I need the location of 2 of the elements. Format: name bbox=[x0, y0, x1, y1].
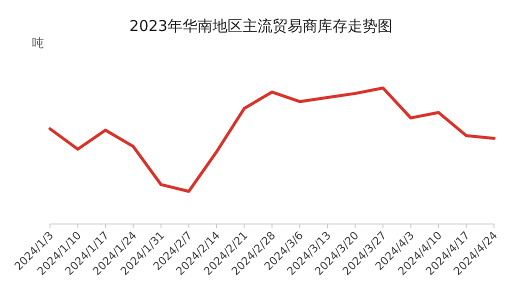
chart-title: 2023年华南地区主流贸易商库存走势图 bbox=[129, 17, 393, 35]
y-axis-title: 吨 bbox=[32, 36, 44, 50]
